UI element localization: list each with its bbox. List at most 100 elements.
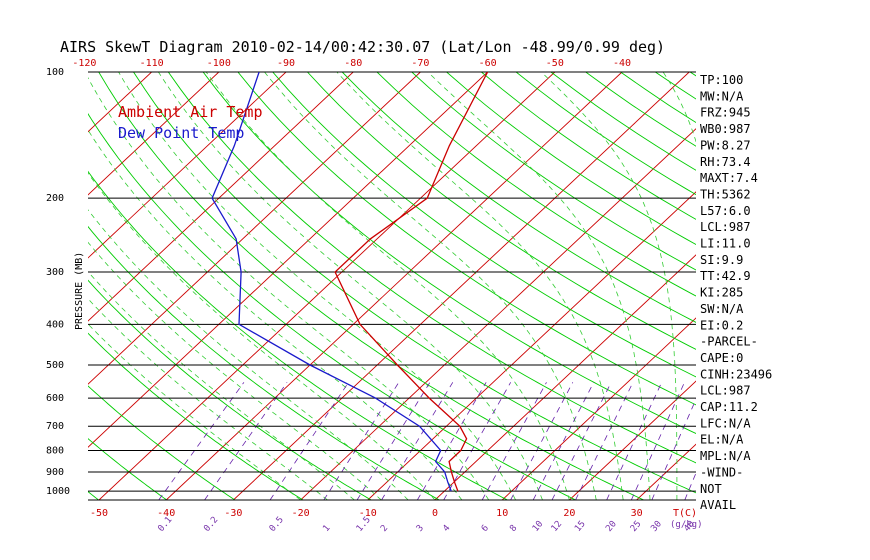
- index-item: MAXT:7.4: [700, 171, 758, 185]
- isotherm-line: [88, 72, 287, 259]
- moist-adiabat-line: [336, 72, 624, 500]
- top-temp-tick-label: -70: [411, 58, 429, 69]
- top-temp-tick-label: -110: [140, 58, 164, 69]
- dry-adiabat-line: [88, 279, 372, 500]
- moist-adiabat-line: [88, 209, 409, 500]
- pressure-tick-label: 100: [46, 67, 64, 78]
- mixing-ratio-line: [356, 382, 431, 500]
- legend-dew-point-temp: Dew Point Temp: [118, 124, 244, 142]
- legend-ambient-air-temp: Ambient Air Temp: [118, 103, 263, 121]
- mixing-ratio-tick-label: 15: [573, 519, 588, 534]
- mixing-ratio-line: [443, 382, 512, 500]
- pressure-tick-label: 300: [46, 267, 64, 278]
- mixing-ratio-tick-label: 2: [379, 523, 390, 534]
- moist-adiabat-line: [88, 129, 463, 500]
- pressure-tick-label: 1000: [46, 486, 70, 497]
- isotherm-line: [88, 72, 421, 385]
- index-item: EL:N/A: [700, 433, 744, 447]
- index-item: KI:285: [700, 286, 743, 300]
- mixing-ratio-line: [416, 382, 487, 500]
- isotherm-line: [0, 72, 17, 500]
- x-axis-label: T(C): [673, 508, 697, 519]
- grid-layer: [0, 72, 870, 500]
- dry-adiabat-line: [88, 438, 168, 500]
- pressure-tick-label: 900: [46, 467, 64, 478]
- mixing-ratio-line: [323, 382, 400, 500]
- top-temp-tick-label: -80: [344, 58, 362, 69]
- moist-adiabat-line: [88, 271, 355, 500]
- index-item: CAPE:0: [700, 351, 743, 365]
- pressure-tick-label: 700: [46, 421, 64, 432]
- bottom-temp-tick-label: -40: [157, 508, 175, 519]
- isotherm-line: [367, 191, 696, 500]
- isotherm-line: [0, 72, 84, 500]
- bottom-temp-tick-label: -20: [292, 508, 310, 519]
- series-ambient-air-temp: [334, 72, 489, 492]
- pressure-tick-label: 200: [46, 193, 64, 204]
- profile-layer: [211, 72, 489, 492]
- mixing-ratio-tick-label: 12: [550, 519, 565, 534]
- indices-panel: TP:100 MW:N/A FRZ:945 WB0:987 PW:8.27 RH:73.4…: [700, 73, 772, 512]
- moist-adiabat-line: [88, 298, 328, 500]
- top-temp-tick-label: -40: [613, 58, 631, 69]
- index-item: L57:6.0: [700, 204, 751, 218]
- moist-adiabat-line: [88, 172, 436, 500]
- mixing-ratio-tick-label: 25: [629, 519, 644, 534]
- pressure-tick-label: 800: [46, 446, 64, 457]
- dry-adiabat-line: [272, 72, 696, 378]
- dry-adiabat-line: [88, 113, 576, 500]
- index-item: SW:N/A: [700, 302, 744, 316]
- index-item: TT:42.9: [700, 269, 751, 283]
- mixing-ratio-line: [551, 382, 612, 500]
- isotherm-line: [88, 72, 488, 448]
- top-temp-tick-label: -120: [72, 58, 96, 69]
- mixing-ratio-line: [651, 398, 696, 500]
- mixing-ratio-tick-label: 0.5: [268, 515, 286, 534]
- pressure-tick-label: 600: [46, 393, 64, 404]
- dry-adiabat-line: [237, 72, 696, 406]
- top-temp-tick-label: -60: [479, 58, 497, 69]
- isotherm-line: [838, 72, 870, 500]
- chart-title: AIRS SkewT Diagram 2010-02-14/00:42:30.0…: [60, 38, 665, 56]
- dry-adiabat-line: [88, 170, 508, 500]
- dry-adiabat-line: [88, 385, 236, 500]
- dry-adiabat-line: [307, 72, 696, 350]
- dry-adiabat-line: [620, 72, 696, 124]
- mixing-ratio-tick-label: 4: [441, 523, 452, 534]
- mixing-ratio-line: [158, 382, 245, 500]
- moist-adiabat-line: [88, 323, 301, 500]
- dry-adiabat-line: [411, 72, 696, 271]
- mixing-ratio-line: [575, 382, 634, 500]
- dry-adiabat-line: [376, 72, 696, 297]
- moist-adiabat-line: [541, 72, 678, 500]
- bottom-temp-tick-label: 30: [631, 508, 643, 519]
- index-item: MW:N/A: [700, 89, 744, 103]
- mixing-ratio-tick-label: 0.2: [202, 515, 220, 534]
- dry-adiabat-line: [98, 72, 644, 500]
- moist-adiabat-line: [427, 72, 651, 500]
- bottom-temp-tick-label: 20: [563, 508, 575, 519]
- mixing-ratio-unit-label: (g/kg): [670, 520, 703, 530]
- index-item: EI:0.2: [700, 318, 743, 332]
- index-item: CAP:11.2: [700, 400, 758, 414]
- moist-adiabat-line: [205, 72, 570, 500]
- bottom-temp-tick-label: -30: [224, 508, 242, 519]
- mixing-ratio-tick-label: 20: [604, 519, 619, 534]
- bottom-temp-tick-label: 0: [432, 508, 438, 519]
- dry-adiabat-line: [167, 72, 696, 464]
- bottom-temp-tick-label: 10: [496, 508, 508, 519]
- mixing-ratio-line: [532, 382, 595, 500]
- top-temp-tick-label: -90: [277, 58, 295, 69]
- index-item: PW:8.27: [700, 138, 751, 152]
- isobar-layer: [88, 71, 696, 501]
- bottom-temp-tick-label: -50: [90, 508, 108, 519]
- mixing-ratio-tick-label: 10: [531, 519, 546, 534]
- index-item: WB0:987: [700, 122, 751, 136]
- isotherm-line: [98, 72, 556, 500]
- series-dew-point-temp: [211, 72, 452, 492]
- top-temp-tick-label: -50: [546, 58, 564, 69]
- dry-adiabat-line: [725, 72, 870, 500]
- moist-adiabat-line: [118, 72, 516, 500]
